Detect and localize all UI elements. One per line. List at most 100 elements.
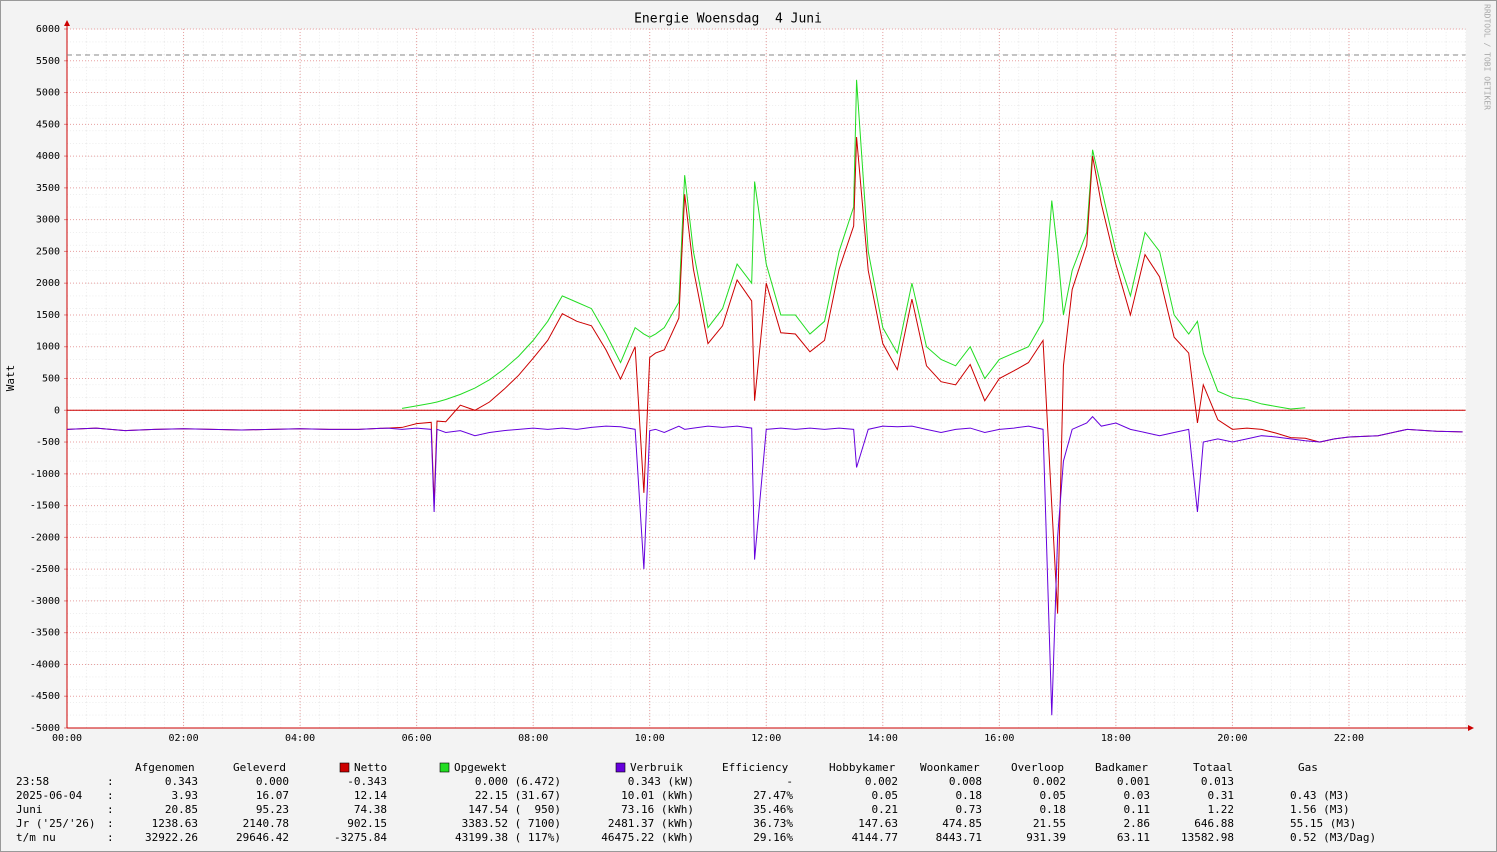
table-cell: 0.343 (kW) bbox=[628, 775, 694, 788]
series-line bbox=[66, 415, 1463, 716]
y-axis-arrow bbox=[64, 20, 70, 26]
table-cell: 29.16% bbox=[753, 831, 793, 844]
table-cell: 0.001 bbox=[1117, 775, 1150, 788]
y-tick-label: 4000 bbox=[36, 151, 60, 162]
column-header: Woonkamer bbox=[920, 761, 980, 774]
legend-swatch bbox=[339, 762, 350, 773]
table-cell: 474.85 bbox=[942, 817, 982, 830]
table-cell: 1.22 bbox=[1208, 803, 1235, 816]
table-cell: 0.43 (M3) bbox=[1290, 789, 1350, 802]
row-separator: : bbox=[107, 831, 114, 844]
column-header: Gas bbox=[1298, 761, 1318, 774]
y-tick-label: -4000 bbox=[30, 659, 60, 670]
row-separator: : bbox=[107, 775, 114, 788]
y-tick-label: -1000 bbox=[30, 469, 60, 480]
y-tick-label: 500 bbox=[42, 374, 60, 385]
row-label: 23:58 bbox=[16, 775, 49, 788]
row-separator: : bbox=[107, 789, 114, 802]
table-cell: 35.46% bbox=[753, 803, 793, 816]
table-cell: 0.18 bbox=[956, 789, 983, 802]
y-tick-label: 4500 bbox=[36, 119, 60, 130]
column-header: Badkamer bbox=[1095, 761, 1148, 774]
y-tick-label: -2000 bbox=[30, 532, 60, 543]
table-cell: 10.01 (kWh) bbox=[621, 789, 694, 802]
legend-label: Opgewekt bbox=[454, 761, 507, 774]
y-tick-label: -3000 bbox=[30, 596, 60, 607]
column-header: Totaal bbox=[1193, 761, 1233, 774]
table-cell: 95.23 bbox=[256, 803, 289, 816]
table-cell: 16.07 bbox=[256, 789, 289, 802]
row-label: t/m nu bbox=[16, 831, 56, 844]
table-cell: 1238.63 bbox=[152, 817, 198, 830]
table-cell: 931.39 bbox=[1026, 831, 1066, 844]
table-cell: 12.14 bbox=[354, 789, 387, 802]
table-cell: 8443.71 bbox=[936, 831, 982, 844]
table-cell: 27.47% bbox=[753, 789, 793, 802]
table-cell: 2481.37 (kWh) bbox=[608, 817, 694, 830]
legend-label: Verbruik bbox=[630, 761, 683, 774]
table-cell: 0.73 bbox=[956, 803, 983, 816]
table-cell: 0.18 bbox=[1040, 803, 1067, 816]
column-header: Hobbykamer bbox=[829, 761, 896, 774]
y-tick-label: 3500 bbox=[36, 183, 60, 194]
table-cell: 147.63 bbox=[858, 817, 898, 830]
table-cell: 0.03 bbox=[1124, 789, 1151, 802]
table-cell: 902.15 bbox=[347, 817, 387, 830]
y-tick-label: 2500 bbox=[36, 246, 60, 257]
x-tick-label: 20:00 bbox=[1217, 733, 1247, 744]
table-cell: 29646.42 bbox=[236, 831, 289, 844]
y-tick-label: 6000 bbox=[36, 24, 60, 35]
y-tick-label: 5500 bbox=[36, 56, 60, 67]
table-cell: 22.15 (31.67) bbox=[475, 789, 561, 802]
x-axis-arrow bbox=[1468, 725, 1474, 731]
table-cell: 74.38 bbox=[354, 803, 387, 816]
chart-title: Energie Woensdag 4 Juni bbox=[634, 12, 822, 27]
y-tick-label: 2000 bbox=[36, 278, 60, 289]
x-tick-label: 16:00 bbox=[984, 733, 1014, 744]
table-cell: 3383.52 ( 7100) bbox=[462, 817, 561, 830]
y-tick-label: 1000 bbox=[36, 342, 60, 353]
row-label: Jr ('25/'26) bbox=[16, 817, 95, 830]
table-cell: 55.15 (M3) bbox=[1290, 817, 1356, 830]
y-tick-label: 1500 bbox=[36, 310, 60, 321]
table-cell: 0.013 bbox=[1201, 775, 1234, 788]
row-separator: : bbox=[107, 803, 114, 816]
table-cell: 13582.98 bbox=[1181, 831, 1234, 844]
table-cell: 2.86 bbox=[1124, 817, 1151, 830]
table-cell: 0.000 bbox=[256, 775, 289, 788]
table-cell: 43199.38 ( 117%) bbox=[455, 831, 561, 844]
table-cell: 21.55 bbox=[1033, 817, 1066, 830]
row-label: Juni bbox=[16, 803, 43, 816]
y-tick-label: 3000 bbox=[36, 215, 60, 226]
table-cell: 0.11 bbox=[1124, 803, 1151, 816]
table-cell: 0.002 bbox=[1033, 775, 1066, 788]
table-cell: 46475.22 (kWh) bbox=[601, 831, 694, 844]
table-cell: 0.002 bbox=[865, 775, 898, 788]
x-tick-label: 12:00 bbox=[751, 733, 781, 744]
y-tick-label: -500 bbox=[36, 437, 60, 448]
x-tick-label: 14:00 bbox=[868, 733, 898, 744]
x-tick-label: 00:00 bbox=[52, 733, 82, 744]
legend-swatch bbox=[615, 762, 626, 773]
table-cell: 0.05 bbox=[1040, 789, 1067, 802]
table-cell: 3.93 bbox=[172, 789, 199, 802]
x-tick-label: 22:00 bbox=[1334, 733, 1364, 744]
table-cell: 646.88 bbox=[1194, 817, 1234, 830]
table-cell: 4144.77 bbox=[852, 831, 898, 844]
column-header: Geleverd bbox=[233, 761, 286, 774]
table-cell: 0.05 bbox=[872, 789, 899, 802]
y-tick-label: 5000 bbox=[36, 88, 60, 99]
table-cell: 0.008 bbox=[949, 775, 982, 788]
table-cell: 0.31 bbox=[1208, 789, 1235, 802]
x-tick-label: 10:00 bbox=[635, 733, 665, 744]
column-header: Overloop bbox=[1011, 761, 1064, 774]
x-tick-label: 02:00 bbox=[168, 733, 198, 744]
credit: RRDTOOL / TOBI OETIKER bbox=[1483, 4, 1492, 110]
x-tick-label: 08:00 bbox=[518, 733, 548, 744]
table-cell: 147.54 ( 950) bbox=[468, 803, 561, 816]
y-tick-label: 0 bbox=[54, 405, 60, 416]
table-cell: 1.56 (M3) bbox=[1290, 803, 1350, 816]
y-tick-label: -5000 bbox=[30, 723, 60, 734]
legend-swatch bbox=[439, 762, 450, 773]
